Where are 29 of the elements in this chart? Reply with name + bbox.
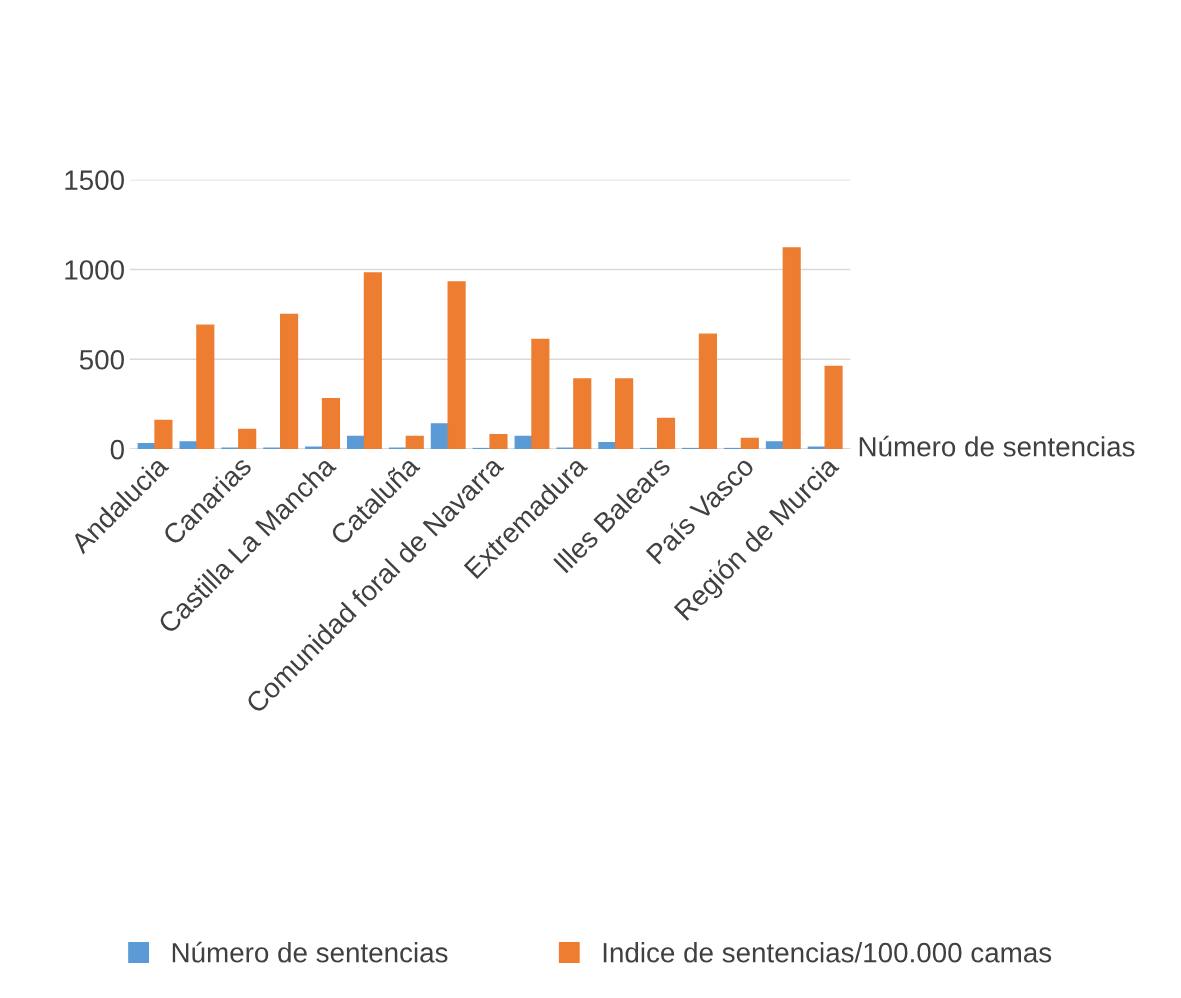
bar — [430, 423, 449, 450]
bar — [656, 417, 676, 450]
bar — [196, 324, 215, 450]
bar — [321, 398, 341, 450]
bar — [531, 338, 550, 450]
bar — [740, 437, 759, 450]
text: Número de sentencias — [859, 435, 1135, 457]
bar — [405, 435, 424, 450]
bar — [347, 435, 366, 450]
bar — [698, 333, 717, 450]
bar — [238, 428, 257, 450]
bar — [615, 378, 634, 450]
legend-label: Número de sentencias — [172, 941, 448, 963]
y-tick-label: 0 — [110, 439, 124, 460]
bar — [765, 441, 785, 450]
bar — [154, 419, 173, 450]
y-tick-label: 1500 — [65, 170, 124, 190]
bar — [363, 272, 382, 450]
bar — [179, 441, 198, 450]
y-tick-label: 500 — [79, 349, 124, 370]
y-tick-label: 1000 — [65, 260, 124, 280]
bar — [824, 365, 843, 450]
bar — [447, 281, 466, 450]
bar — [782, 247, 801, 450]
bar — [598, 442, 617, 450]
legend-label: Indice de sentencias/100.000 camas — [603, 942, 1052, 963]
bar — [573, 378, 592, 450]
bar — [489, 434, 508, 450]
bar — [279, 313, 299, 450]
